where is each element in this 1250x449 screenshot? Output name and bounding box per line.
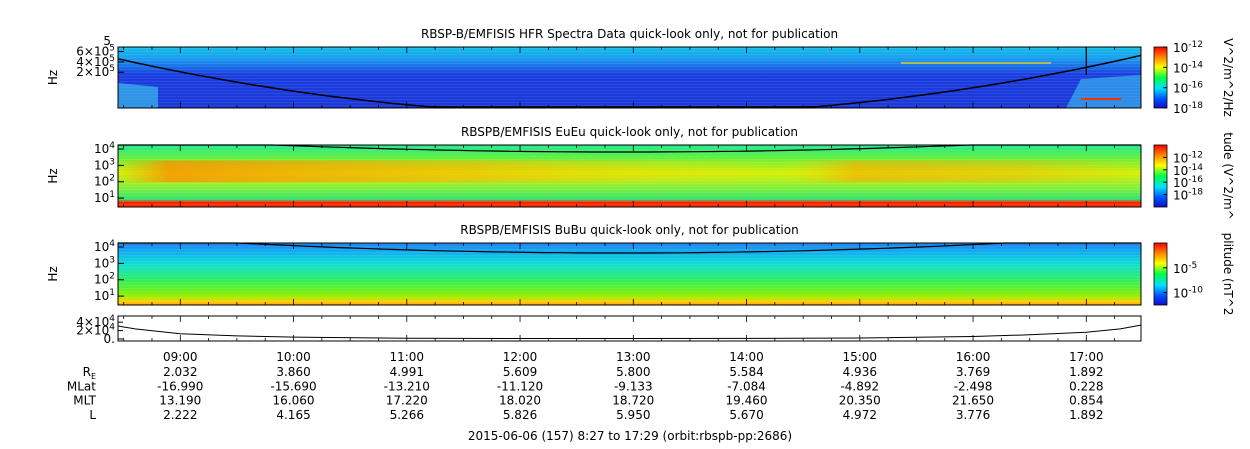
ytick-label: 0. — [104, 332, 115, 346]
ephemeris-value: 21.650 — [952, 394, 994, 408]
ephemeris-value: 4.165 — [276, 408, 310, 422]
ephemeris-value: 1.892 — [1069, 365, 1103, 379]
ephemeris-value: -9.133 — [614, 379, 653, 393]
footer-caption: 2015-06-06 (157) 8:27 to 17:29 (orbit:rb… — [468, 429, 792, 443]
ytick-label: 4×104 — [76, 314, 115, 329]
panel-1-ylabel: Hz — [46, 70, 60, 85]
colorbar-tick-label: 10-18 — [1173, 188, 1203, 203]
colorbar-tick-label: 10-5 — [1173, 261, 1197, 276]
ephemeris-value: 4.936 — [843, 365, 877, 379]
panel-4-frame — [117, 315, 1142, 342]
ephemeris-value: -16.990 — [157, 379, 203, 393]
ytick-label: 6×105 — [76, 44, 115, 59]
ephemeris-value: 5.800 — [616, 365, 650, 379]
hour-label: 15:00 — [842, 350, 877, 364]
ephemeris-value: 19.460 — [726, 394, 768, 408]
hour-label: 13:00 — [616, 350, 651, 364]
panel-1-title: RBSP-B/EMFISIS HFR Spectra Data quick-lo… — [421, 27, 838, 41]
hour-label: 09:00 — [163, 350, 198, 364]
panel-3-title: RBSPB/EMFISIS BuBu quick-look only, not … — [460, 223, 798, 237]
hour-label: 11:00 — [389, 350, 424, 364]
ephemeris-value: 5.826 — [503, 408, 537, 422]
ephemeris-value: 0.228 — [1069, 379, 1103, 393]
ephemeris-value: 16.060 — [273, 394, 315, 408]
ytick-label: 2×104 — [76, 323, 115, 338]
hour-label: 10:00 — [276, 350, 311, 364]
ephemeris-value: 5.950 — [616, 408, 650, 422]
ephemeris-value: -15.690 — [270, 379, 316, 393]
ytick-label: 101 — [94, 288, 115, 303]
ephemeris-value: 4.972 — [843, 408, 877, 422]
axis-exponent: 5 — [103, 34, 111, 48]
panel-3-frame — [117, 242, 1142, 306]
ephemeris-value: 2.222 — [163, 408, 197, 422]
colorbar-tick-label: 10-16 — [1173, 175, 1203, 190]
panel-2-title: RBSPB/EMFISIS EuEu quick-look only, not … — [461, 125, 798, 139]
panel-2-curve — [118, 144, 1141, 153]
ephemeris-label: RE — [83, 365, 96, 381]
ephemeris-value: 3.769 — [956, 365, 990, 379]
ephemeris-value: 2.032 — [163, 365, 197, 379]
ephemeris-value: 3.860 — [276, 365, 310, 379]
ytick-label: 4×105 — [76, 54, 115, 69]
panel-3-colorbar-label: plitude (nT^2 — [1221, 233, 1235, 316]
ephemeris-value: 20.350 — [839, 394, 881, 408]
colorbar-tick-label: 10-12 — [1173, 150, 1203, 165]
ephemeris-value: 18.720 — [612, 394, 654, 408]
ephemeris-value: -11.120 — [497, 379, 543, 393]
colorbar-tick-label: 10-16 — [1173, 81, 1203, 96]
ephemeris-value: -2.498 — [954, 379, 993, 393]
ytick-label: 102 — [94, 272, 115, 287]
panel-3-colorbar — [1153, 242, 1168, 306]
panel-1-curve — [117, 54, 1142, 108]
ephemeris-value: 5.584 — [729, 365, 763, 379]
ephemeris-value: -4.892 — [840, 379, 879, 393]
ytick-label: 104 — [94, 141, 115, 156]
hour-label: 17:00 — [1069, 350, 1104, 364]
panel-1-frame — [117, 46, 1142, 109]
ephemeris-value: -13.210 — [384, 379, 430, 393]
ephemeris-value: 5.670 — [729, 408, 763, 422]
hour-label: 14:00 — [729, 350, 764, 364]
ephemeris-value: 3.776 — [956, 408, 990, 422]
panel-2-frame — [117, 144, 1142, 208]
colorbar-tick-label: 10-14 — [1173, 163, 1203, 178]
ephemeris-value: -7.084 — [727, 379, 766, 393]
ephemeris-label: L — [89, 408, 96, 422]
ytick-label: 104 — [94, 239, 115, 254]
panel-1-texture — [118, 47, 1141, 108]
hour-label: 16:00 — [956, 350, 991, 364]
ephemeris-value: 18.020 — [499, 394, 541, 408]
panel-2-colorbar-label: tude (V^2/m^ — [1221, 132, 1235, 220]
panel-1-emission-left — [118, 83, 158, 108]
ephemeris-value: 5.609 — [503, 365, 537, 379]
colorbar-tick-label: 10-18 — [1173, 101, 1203, 116]
colorbar-tick-label: 10-14 — [1173, 60, 1203, 75]
colorbar-tick-label: 10-12 — [1173, 40, 1203, 55]
panel-3-ylabel: Hz — [46, 266, 60, 281]
panel-3-curve — [118, 242, 1141, 254]
ytick-label: 101 — [94, 190, 115, 205]
colorbar-tick-label: 10-10 — [1173, 286, 1203, 301]
panel-1-colorbar-label: V^2/m^2/Hz — [1221, 38, 1235, 117]
panel-3-texture — [118, 243, 1141, 305]
hour-label: 12:00 — [503, 350, 538, 364]
ephemeris-value: 1.892 — [1069, 408, 1103, 422]
ephemeris-label: MLT — [73, 394, 96, 408]
panel-2-colorbar — [1153, 144, 1168, 208]
ephemeris-value: 13.190 — [159, 394, 201, 408]
ephemeris-label: MLat — [67, 379, 96, 393]
ytick-label: 102 — [94, 174, 115, 189]
ephemeris-value: 4.991 — [390, 365, 424, 379]
panel-2-emission-band — [118, 160, 1141, 183]
ephemeris-value: 5.266 — [390, 408, 424, 422]
panel-2-ylabel: Hz — [46, 168, 60, 183]
ephemeris-value: 17.220 — [386, 394, 428, 408]
ytick-label: 2×105 — [76, 64, 115, 79]
panel-1-colorbar — [1153, 46, 1168, 109]
ytick-label: 103 — [94, 255, 115, 270]
ephemeris-value: 0.854 — [1069, 394, 1103, 408]
ytick-label: 103 — [94, 157, 115, 172]
